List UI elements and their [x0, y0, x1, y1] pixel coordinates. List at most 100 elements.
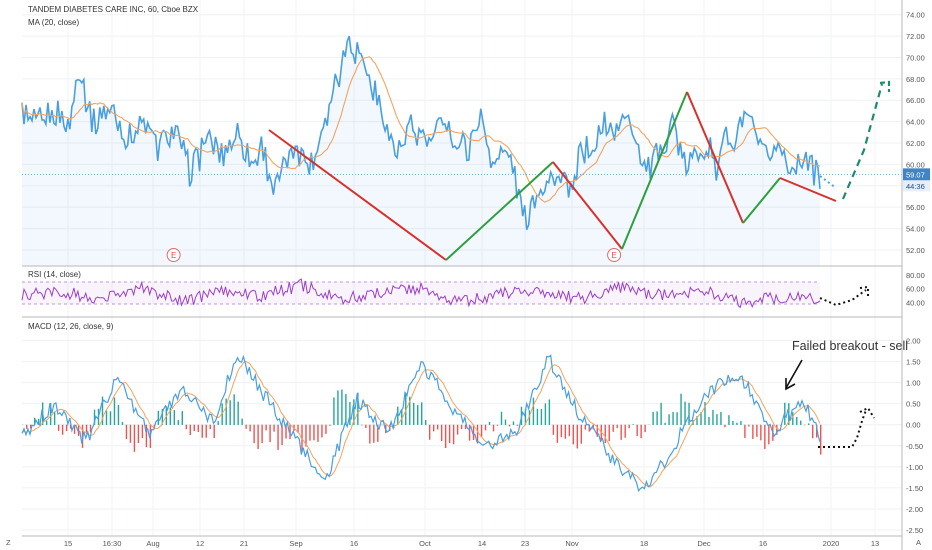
price-y-axis[interactable]: 74.00 72.00 70.00 68.00 66.00 64.00 62.00 60.00…	[903, 11, 930, 255]
macd-hist-bar	[576, 424, 579, 449]
macd-hist-bar	[608, 424, 610, 442]
rsi-panel[interactable]: RSI (14, close) 80.00 60.00 40.00	[21, 270, 925, 309]
macd-hist-bar	[424, 419, 427, 425]
macd-hist-bar	[241, 418, 243, 425]
macd-hist-bar	[221, 403, 223, 425]
rsi-projection-arrowhead	[859, 285, 869, 298]
macd-hist-bar	[201, 424, 203, 438]
macd-hist-bar	[93, 409, 96, 425]
corner-left-label[interactable]: Z	[6, 538, 11, 547]
macd-hist-bar	[329, 424, 331, 426]
macd-hist-bar	[161, 409, 164, 425]
macd-hist-bar	[656, 411, 658, 425]
macd-hist-bar	[720, 411, 722, 425]
macd-hist-bar	[325, 424, 327, 434]
time-tick-label: 16:30	[103, 539, 122, 548]
macd-hist-bar	[624, 424, 626, 438]
trend-down-4	[779, 177, 837, 202]
macd-hist-bar	[237, 401, 239, 425]
macd-hist-bar	[644, 424, 646, 433]
time-tick-label: 16	[759, 539, 767, 548]
rsi-line	[21, 278, 869, 309]
earnings-marker-2[interactable]	[607, 248, 622, 262]
macd-hist-bar	[145, 424, 148, 448]
macd-hist-bar	[217, 421, 219, 425]
macd-hist-bar	[668, 414, 670, 425]
macd-hist-bar	[816, 424, 818, 438]
rsi-tick-label: 80.00	[906, 271, 925, 280]
macd-hist-bar	[540, 408, 543, 425]
macd-hist-bar	[456, 424, 459, 435]
macd-y-axis[interactable]: 2.00 1.50 1.00 0.50 0.00 -0.50 -1.00 -1.50 -2.00…	[906, 337, 923, 535]
time-tick-label: 15	[64, 539, 72, 548]
macd-hist-bar	[185, 424, 187, 430]
last-price-badge[interactable]	[903, 168, 930, 181]
macd-hist-bar	[45, 420, 48, 425]
macd-hist-bar	[600, 424, 602, 441]
trend-up-3	[742, 177, 781, 224]
macd-tick-label: -1.00	[906, 463, 923, 472]
macd-hist-bar	[440, 424, 443, 442]
time-tick-label: 21	[240, 539, 248, 548]
macd-hist-bar	[85, 424, 88, 434]
macd-hist-bar	[544, 403, 547, 425]
macd-hist-bar	[193, 424, 195, 432]
macd-hist-bar	[353, 399, 355, 425]
trend-lines	[268, 80, 891, 261]
price-panel[interactable]: TANDEM DIABETES CARE INC, 60, Cboe BZX M…	[21, 5, 930, 266]
macd-hist-bar	[65, 424, 68, 432]
macd-hist-bar	[373, 424, 375, 443]
ma-line	[21, 56, 821, 203]
macd-hist-bar	[812, 424, 814, 439]
macd-hist-bar	[181, 411, 183, 425]
rsi-y-axis[interactable]: 80.00 60.00 40.00	[906, 271, 925, 307]
macd-hist-bar	[205, 424, 207, 438]
failed-breakout-annotation[interactable]: Failed breakout - sell	[792, 339, 908, 353]
macd-panel[interactable]: MACD (12, 26, close, 9) Failed breakout …	[21, 322, 923, 535]
macd-hist-bar	[357, 392, 359, 425]
macd-hist-bar	[105, 410, 108, 425]
macd-hist-bar	[688, 402, 690, 425]
macd-hist-bar	[436, 424, 439, 430]
macd-hist-bar	[313, 424, 315, 441]
macd-hist-bar	[29, 424, 32, 429]
macd-hist-bar	[189, 424, 191, 436]
macd-hist-bar	[752, 424, 754, 439]
rsi-tick-label: 40.00	[906, 298, 925, 307]
macd-hist-bar	[117, 404, 120, 425]
macd-hist-bar	[57, 424, 60, 431]
macd-hist-bar	[784, 402, 786, 425]
macd-hist-bar	[428, 424, 431, 440]
rsi-line-path	[21, 278, 821, 309]
macd-hist-bar	[776, 424, 778, 435]
macd-hist-bar	[660, 402, 662, 425]
macd-hist-bar	[472, 424, 475, 441]
macd-hist-bar	[632, 424, 634, 425]
earnings-marker-1[interactable]	[166, 248, 181, 262]
time-axis[interactable]: 15 16:30 Aug 12 21 Sep 16 Oct 14 23 Nov 18 Dec 16 2020…	[64, 539, 879, 548]
price-tick-label: 56.00	[906, 203, 925, 212]
rsi-indicator-label[interactable]: RSI (14, close)	[28, 270, 81, 279]
macd-hist-bar	[421, 402, 423, 425]
macd-hist-bar	[672, 412, 674, 425]
projection-line	[841, 83, 884, 200]
macd-hist-bar	[516, 424, 519, 426]
signal-line	[21, 360, 821, 488]
corner-right-label[interactable]: A	[916, 538, 921, 547]
macd-hist-bar	[640, 424, 642, 439]
macd-hist-bar	[616, 424, 618, 429]
macd-hist-bar	[261, 424, 263, 444]
macd-hist-bar	[349, 402, 351, 425]
trend-up-2	[621, 91, 688, 250]
macd-indicator-label[interactable]: MACD (12, 26, close, 9)	[28, 322, 114, 331]
macd-tick-label: -1.50	[906, 484, 923, 493]
macd-hist-bar	[504, 419, 507, 425]
macd-lines	[21, 354, 875, 493]
macd-projection	[818, 409, 867, 448]
macd-hist-bar	[273, 424, 275, 432]
ma-indicator-label[interactable]: MA (20, close)	[28, 18, 79, 27]
macd-hist-bar	[89, 424, 92, 433]
macd-hist-bar	[496, 424, 499, 426]
